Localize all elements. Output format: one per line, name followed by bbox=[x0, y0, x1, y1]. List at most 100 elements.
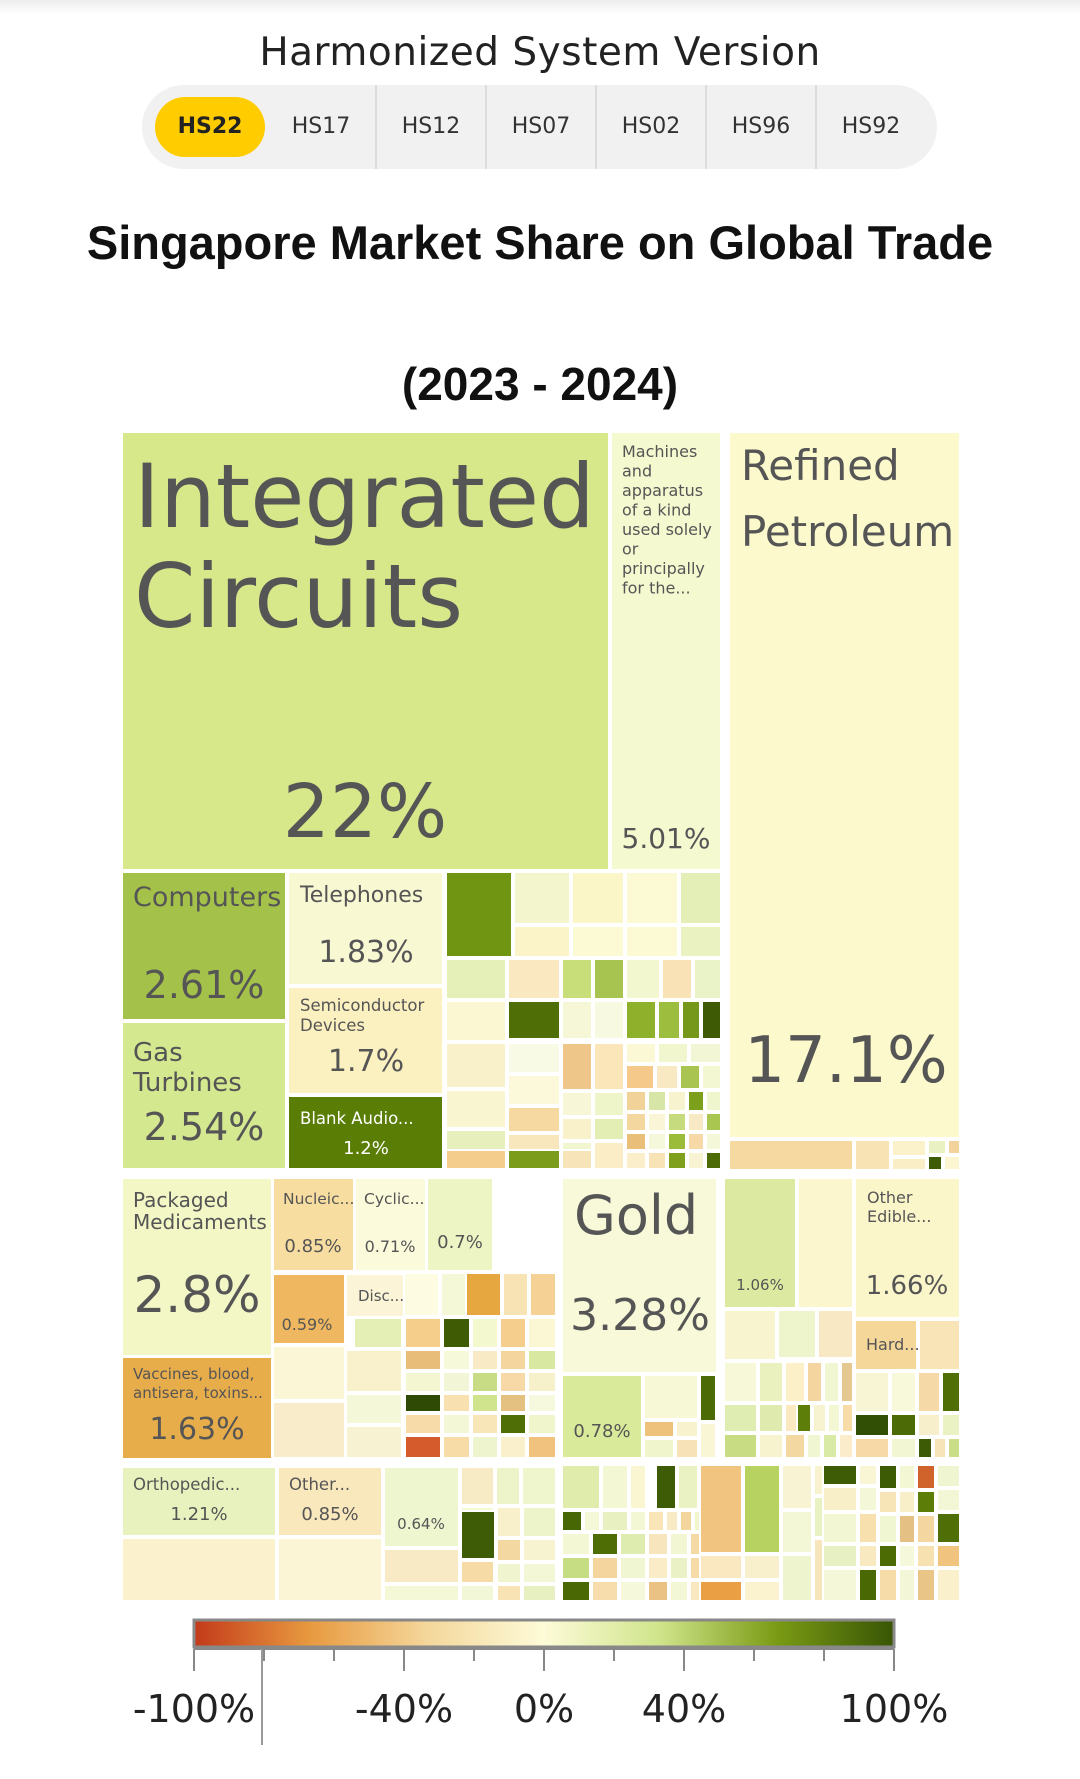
treemap-minor-cell[interactable] bbox=[933, 1437, 947, 1459]
treemap-minor-cell[interactable] bbox=[625, 1132, 647, 1151]
treemap-minor-cell[interactable] bbox=[941, 1371, 961, 1413]
treemap-minor-cell[interactable] bbox=[442, 1371, 471, 1393]
treemap-minor-cell[interactable] bbox=[854, 1139, 891, 1171]
treemap-minor-cell[interactable] bbox=[625, 1112, 647, 1132]
treemap-cell-other-edible[interactable]: Other Edible... 1.66% bbox=[854, 1177, 961, 1319]
treemap-minor-cell[interactable] bbox=[561, 1000, 593, 1040]
treemap-minor-cell[interactable] bbox=[858, 1512, 878, 1544]
treemap-minor-cell[interactable] bbox=[499, 1393, 527, 1413]
treemap-minor-cell[interactable] bbox=[445, 1089, 507, 1129]
treemap-minor-cell[interactable] bbox=[561, 1556, 591, 1580]
treemap-minor-cell[interactable] bbox=[936, 1544, 961, 1568]
treemap-minor-cell[interactable] bbox=[593, 1091, 625, 1117]
tab-hs22[interactable]: HS22 bbox=[155, 97, 265, 157]
treemap-minor-cell[interactable] bbox=[806, 1361, 823, 1403]
treemap-minor-cell[interactable] bbox=[796, 1403, 812, 1433]
treemap-cell-integrated-circuits[interactable]: Integrated Circuits 22% bbox=[121, 431, 610, 871]
treemap-minor-cell[interactable] bbox=[699, 1554, 743, 1580]
treemap-minor-cell[interactable] bbox=[665, 1510, 679, 1532]
treemap-minor-cell[interactable] bbox=[643, 1420, 675, 1438]
treemap-minor-cell[interactable] bbox=[936, 1512, 961, 1544]
treemap-minor-cell[interactable] bbox=[277, 1537, 383, 1602]
treemap-minor-cell[interactable] bbox=[878, 1544, 898, 1568]
treemap-cell-cyclic[interactable]: Cyclic... 0.71% bbox=[354, 1177, 427, 1272]
treemap-minor-cell[interactable] bbox=[460, 1584, 495, 1602]
treemap-minor-cell[interactable] bbox=[758, 1433, 784, 1459]
treemap-minor-cell[interactable] bbox=[667, 1151, 687, 1170]
treemap-minor-cell[interactable] bbox=[121, 1537, 277, 1602]
treemap-minor-cell[interactable] bbox=[619, 1556, 647, 1580]
treemap-minor-cell[interactable] bbox=[643, 1374, 699, 1420]
treemap-cell-packaged-medicaments[interactable]: Packaged Medicaments 2.8% bbox=[121, 1177, 273, 1357]
treemap-minor-cell[interactable] bbox=[471, 1413, 499, 1435]
treemap-minor-cell[interactable] bbox=[496, 1562, 522, 1584]
treemap-minor-cell[interactable] bbox=[679, 1510, 693, 1532]
treemap-minor-cell[interactable] bbox=[561, 1091, 593, 1117]
treemap-minor-cell[interactable] bbox=[689, 1042, 722, 1064]
treemap-minor-cell[interactable] bbox=[822, 1486, 858, 1512]
treemap-minor-cell[interactable] bbox=[705, 1090, 722, 1112]
treemap-minor-cell[interactable] bbox=[561, 958, 593, 1000]
treemap-minor-cell[interactable] bbox=[496, 1506, 522, 1538]
treemap-minor-cell[interactable] bbox=[687, 1151, 705, 1170]
treemap-minor-cell[interactable] bbox=[593, 958, 625, 1000]
treemap-minor-cell[interactable] bbox=[679, 871, 722, 925]
treemap-minor-cell[interactable] bbox=[667, 1112, 687, 1132]
treemap-minor-cell[interactable] bbox=[561, 1149, 593, 1170]
treemap-minor-cell[interactable] bbox=[854, 1371, 890, 1413]
treemap-minor-cell[interactable] bbox=[916, 1464, 936, 1490]
treemap-cell-0-64[interactable]: 0.64% bbox=[383, 1466, 460, 1548]
treemap-minor-cell[interactable] bbox=[625, 1090, 647, 1112]
treemap-minor-cell[interactable] bbox=[878, 1568, 898, 1602]
treemap-cell-gold[interactable]: Gold 3.28% bbox=[561, 1177, 718, 1374]
treemap-minor-cell[interactable] bbox=[442, 1413, 471, 1435]
treemap-minor-cell[interactable] bbox=[669, 1580, 689, 1602]
treemap-minor-cell[interactable] bbox=[404, 1349, 442, 1371]
treemap-minor-cell[interactable] bbox=[777, 1309, 817, 1359]
treemap-minor-cell[interactable] bbox=[943, 1155, 961, 1171]
treemap-minor-cell[interactable] bbox=[445, 1000, 507, 1042]
treemap-minor-cell[interactable] bbox=[593, 1042, 625, 1091]
treemap-minor-cell[interactable] bbox=[669, 1556, 689, 1580]
treemap-minor-cell[interactable] bbox=[513, 925, 571, 958]
treemap-minor-cell[interactable] bbox=[898, 1568, 916, 1602]
treemap-cell-nucleic[interactable]: Nucleic... 0.85% bbox=[272, 1177, 355, 1272]
treemap-minor-cell[interactable] bbox=[647, 1090, 667, 1112]
treemap-minor-cell[interactable] bbox=[917, 1371, 941, 1413]
treemap-minor-cell[interactable] bbox=[561, 1510, 583, 1532]
treemap-minor-cell[interactable] bbox=[854, 1437, 890, 1459]
treemap-minor-cell[interactable] bbox=[561, 1532, 591, 1556]
treemap-minor-cell[interactable] bbox=[507, 1074, 561, 1106]
treemap-minor-cell[interactable] bbox=[471, 1371, 499, 1393]
treemap-minor-cell[interactable] bbox=[383, 1548, 460, 1584]
treemap-minor-cell[interactable] bbox=[916, 1490, 936, 1514]
treemap-minor-cell[interactable] bbox=[272, 1401, 346, 1459]
tab-hs96[interactable]: HS96 bbox=[705, 85, 815, 169]
treemap-cell-computers[interactable]: Computers 2.61% bbox=[121, 871, 287, 1021]
treemap-minor-cell[interactable] bbox=[679, 925, 722, 958]
treemap-cell-0-78[interactable]: 0.78% bbox=[561, 1374, 643, 1459]
treemap-minor-cell[interactable] bbox=[822, 1464, 858, 1486]
treemap-minor-cell[interactable] bbox=[916, 1568, 936, 1602]
treemap-minor-cell[interactable] bbox=[657, 1042, 689, 1064]
treemap-minor-cell[interactable] bbox=[442, 1349, 471, 1371]
treemap-minor-cell[interactable] bbox=[601, 1510, 629, 1532]
treemap-minor-cell[interactable] bbox=[675, 1438, 699, 1459]
treemap-minor-cell[interactable] bbox=[743, 1464, 781, 1554]
treemap-cell-blank-audio[interactable]: Blank Audio... 1.2% bbox=[287, 1095, 444, 1170]
treemap-cell-gas-turbines[interactable]: Gas Turbines 2.54% bbox=[121, 1021, 287, 1170]
treemap-minor-cell[interactable] bbox=[699, 1422, 717, 1459]
tab-hs02[interactable]: HS02 bbox=[595, 85, 705, 169]
treemap-minor-cell[interactable] bbox=[647, 1132, 667, 1151]
treemap-minor-cell[interactable] bbox=[619, 1532, 647, 1556]
treemap-minor-cell[interactable] bbox=[699, 1580, 743, 1602]
treemap-minor-cell[interactable] bbox=[527, 1371, 557, 1393]
treemap-cell-0-59[interactable]: 0.59% bbox=[272, 1273, 346, 1345]
treemap-minor-cell[interactable] bbox=[529, 1272, 557, 1317]
treemap-cell-orthopedic[interactable]: Orthopedic... 1.21% bbox=[121, 1466, 277, 1537]
treemap-minor-cell[interactable] bbox=[916, 1514, 936, 1544]
treemap-minor-cell[interactable] bbox=[679, 1064, 701, 1090]
treemap-minor-cell[interactable] bbox=[465, 1272, 502, 1317]
treemap-minor-cell[interactable] bbox=[442, 1435, 471, 1459]
treemap-minor-cell[interactable] bbox=[743, 1554, 781, 1580]
